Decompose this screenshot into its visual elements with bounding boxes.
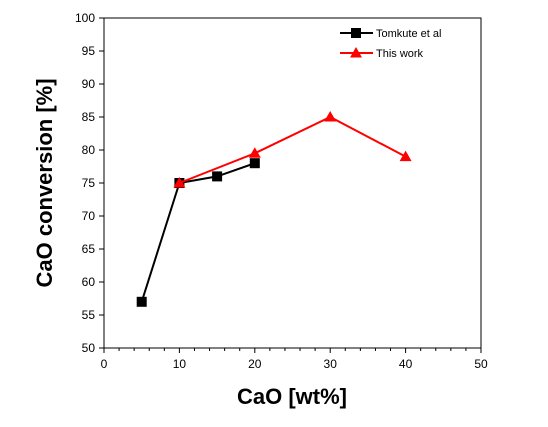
series-layer bbox=[136, 111, 412, 307]
data-point-this-work bbox=[324, 111, 337, 122]
y-axis-title: CaO conversion [%] bbox=[32, 78, 57, 287]
x-axis-ticks: 0 10 20 30 40 50 bbox=[101, 348, 488, 371]
legend-marker bbox=[351, 28, 361, 38]
y-tick-label: 95 bbox=[82, 44, 96, 58]
y-tick-label: 65 bbox=[82, 242, 96, 256]
series-line-tomkute bbox=[140, 162, 256, 303]
legend-label: This work bbox=[376, 48, 424, 60]
x-tick-label: 10 bbox=[173, 357, 187, 371]
legend: Tomkute et al This work bbox=[340, 28, 441, 60]
data-point-tomkute bbox=[136, 296, 147, 307]
y-tick-label: 50 bbox=[82, 341, 96, 355]
data-point-this-work bbox=[399, 150, 412, 162]
y-tick-label: 90 bbox=[82, 77, 96, 91]
y-tick-label: 55 bbox=[82, 308, 96, 322]
data-point-this-work bbox=[248, 147, 261, 158]
y-tick-label: 75 bbox=[82, 176, 96, 190]
x-tick-label: 40 bbox=[399, 357, 413, 371]
x-tick-label: 20 bbox=[248, 357, 262, 371]
x-tick-label: 50 bbox=[474, 357, 488, 371]
y-tick-label: 70 bbox=[82, 209, 96, 223]
x-axis-title: CaO [wt%] bbox=[237, 384, 347, 409]
data-point-this-work bbox=[173, 177, 186, 188]
series-line-this-work bbox=[179, 115, 407, 184]
data-point-tomkute bbox=[212, 171, 223, 182]
legend-label: Tomkute et al bbox=[376, 28, 441, 40]
y-tick-label: 60 bbox=[82, 275, 96, 289]
y-tick-label: 100 bbox=[75, 11, 95, 25]
data-point-tomkute bbox=[249, 158, 260, 169]
legend-marker bbox=[350, 47, 362, 58]
x-tick-label: 0 bbox=[101, 357, 108, 371]
plot-area bbox=[103, 17, 482, 349]
y-axis-ticks: 50 55 60 65 70 75 80 85 90 95 100 bbox=[75, 11, 104, 355]
y-tick-label: 85 bbox=[82, 110, 96, 124]
x-tick-label: 30 bbox=[324, 357, 338, 371]
y-tick-label: 80 bbox=[82, 143, 96, 157]
